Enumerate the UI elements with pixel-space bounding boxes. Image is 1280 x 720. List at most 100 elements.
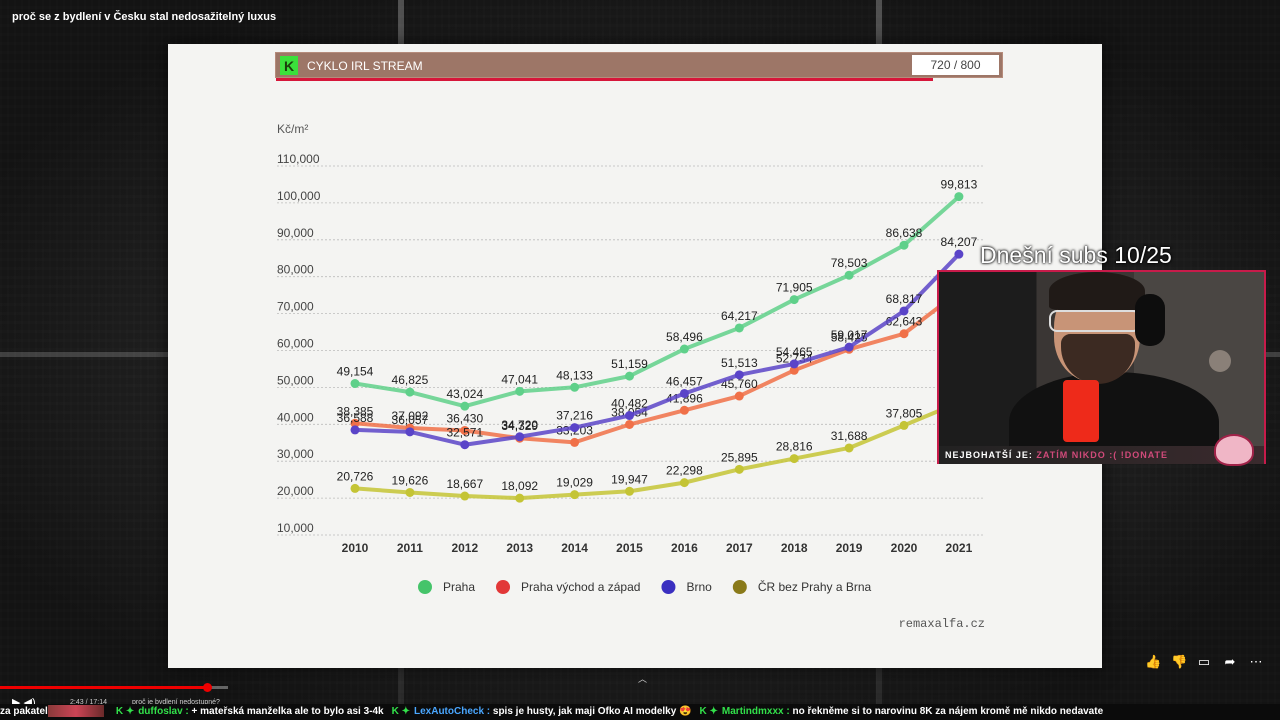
y-tick-label: 20,000 <box>277 484 314 498</box>
data-point <box>734 464 744 474</box>
y-tick-label: 110,000 <box>277 152 320 166</box>
data-label: 84,207 <box>941 235 978 249</box>
x-tick-label: 2010 <box>342 541 369 555</box>
data-label: 22,298 <box>666 464 703 478</box>
video-actions: 👍 👎 ▭ ➦ ⋯ <box>1145 654 1263 670</box>
data-point <box>405 387 415 397</box>
chat-username[interactable]: duffoslav : <box>138 706 192 717</box>
data-label: 34,329 <box>501 419 538 433</box>
data-label: 41,896 <box>666 391 703 405</box>
series-line-3 <box>354 400 960 501</box>
x-tick-label: 2012 <box>451 541 478 555</box>
player-chapter[interactable]: proč je bydlení nedostupné? <box>132 699 220 706</box>
y-tick-label: 40,000 <box>277 410 314 424</box>
data-label: 37,216 <box>556 409 593 423</box>
series-line-1 <box>354 290 961 445</box>
data-label: 49,154 <box>337 365 374 379</box>
kick-badge-icon: K ✦ <box>391 706 410 717</box>
data-label: 46,825 <box>392 373 429 387</box>
x-tick-label: 2014 <box>561 541 588 555</box>
data-point <box>350 425 360 435</box>
data-label: 19,029 <box>556 476 593 490</box>
data-label: 78,503 <box>831 256 868 270</box>
data-point <box>844 342 854 352</box>
collapse-icon[interactable]: ︿ <box>638 674 648 684</box>
comment-icon[interactable]: ▭ <box>1197 654 1211 669</box>
data-label: 59,017 <box>831 328 868 342</box>
x-tick-label: 2017 <box>726 541 753 555</box>
chat-text: za pakatel <box>0 706 48 717</box>
x-tick-label: 2018 <box>781 541 808 555</box>
data-point <box>734 323 744 333</box>
data-point <box>460 425 470 435</box>
legend-label: Praha východ a západ <box>521 580 640 594</box>
data-label: 45,760 <box>721 377 758 391</box>
data-point <box>460 440 470 450</box>
video-progress-knob[interactable] <box>203 683 213 692</box>
data-label: 18,092 <box>501 479 538 493</box>
chat-username[interactable]: LexAutoCheck : <box>413 706 493 717</box>
x-tick-label: 2016 <box>671 541 698 555</box>
data-label: 64,217 <box>721 309 758 323</box>
data-label: 99,813 <box>941 178 978 192</box>
x-tick-label: 2021 <box>946 541 973 555</box>
data-point <box>625 411 634 421</box>
chat-message: K ✦ duffoslav : + mateřská manželka ale t… <box>116 704 384 720</box>
webcam-lamp <box>1209 350 1231 372</box>
data-point <box>899 240 909 250</box>
data-label: 43,024 <box>446 387 483 401</box>
data-point <box>734 370 744 380</box>
stream-goal-bar: K CYKLO IRL STREAM 720 / 800 <box>275 52 1003 81</box>
x-tick-label: 2015 <box>616 541 643 555</box>
data-label: 54,465 <box>776 345 813 359</box>
data-label: 86,638 <box>886 226 923 240</box>
data-point <box>954 192 964 202</box>
kick-badge-icon: K ✦ <box>699 706 718 717</box>
video-progress-bar[interactable] <box>0 683 228 692</box>
chat-text: spis je husty, jak maji Ofko AI modelky … <box>492 706 692 717</box>
data-point <box>405 487 415 497</box>
webcam-glasses <box>1049 310 1141 332</box>
data-label: 37,805 <box>886 406 923 420</box>
stream-title: CYKLO IRL STREAM <box>307 59 423 73</box>
chat-username[interactable]: Martindmxxx : <box>721 706 793 717</box>
donate-value: ZATÍM NIKDO :( !DONATE <box>1036 450 1169 460</box>
like-icon[interactable]: 👍 <box>1145 654 1162 669</box>
x-tick-label: 2019 <box>836 541 863 555</box>
chat-emote-icon <box>47 705 104 718</box>
data-label: 31,688 <box>831 429 868 443</box>
stream-goal-progress <box>276 78 933 81</box>
data-point <box>625 371 634 381</box>
data-point <box>899 329 909 339</box>
data-point <box>515 432 525 442</box>
y-tick-label: 30,000 <box>277 447 314 461</box>
data-label: 20,726 <box>337 469 374 483</box>
webcam-feed <box>937 270 1266 464</box>
data-label: 28,816 <box>776 440 813 454</box>
share-icon[interactable]: ➦ <box>1224 654 1236 669</box>
more-icon[interactable]: ⋯ <box>1249 654 1263 669</box>
y-tick-label: 90,000 <box>277 226 314 240</box>
y-axis-label: Kč/m² <box>277 122 308 136</box>
data-label: 51,513 <box>721 356 758 370</box>
donate-bar: NEJBOHATŠÍ JE: ZATÍM NIKDO :( !DONATE <box>939 446 1264 464</box>
dislike-icon[interactable]: 👎 <box>1171 654 1188 669</box>
data-label: 36,057 <box>392 413 429 427</box>
data-label: 18,667 <box>446 477 483 491</box>
y-tick-label: 100,000 <box>277 189 321 203</box>
data-point <box>789 359 799 369</box>
series-line-0 <box>354 195 961 409</box>
stream-goal-count: 720 / 800 <box>912 55 999 75</box>
data-label: 68,817 <box>886 292 923 306</box>
chat-ticker: za pakatel K ✦ duffoslav : + mateřská manž… <box>0 704 1280 720</box>
video-title: proč se z bydlení v Česku stal nedosažit… <box>12 11 277 23</box>
data-label: 19,947 <box>611 472 648 486</box>
data-point <box>350 483 360 493</box>
data-label: 37,092 <box>392 409 429 423</box>
data-point <box>570 490 580 500</box>
x-tick-label: 2011 <box>397 541 423 555</box>
y-tick-label: 60,000 <box>277 337 314 351</box>
data-point <box>515 386 525 396</box>
legend-swatch <box>661 580 676 594</box>
